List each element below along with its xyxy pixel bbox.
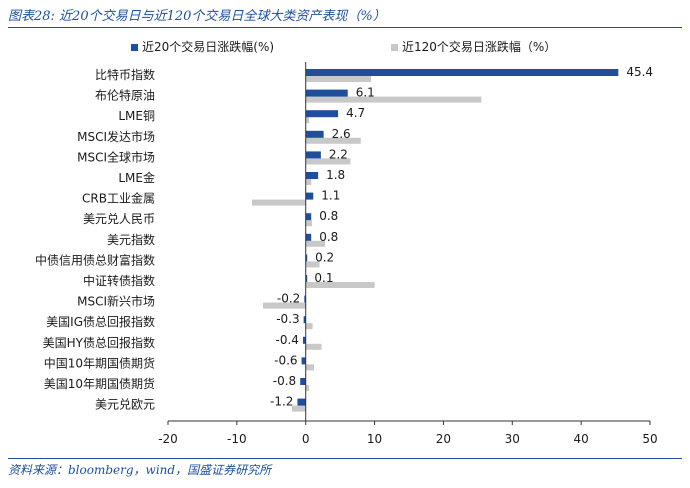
data-label: 0.8 — [319, 209, 338, 223]
category-label: MSCI全球市场 — [77, 149, 155, 164]
bar-series-2 — [305, 282, 375, 288]
bar-series-1 — [305, 254, 308, 262]
legend-label-series-1: 近20个交易日涨跌幅(%) — [142, 39, 274, 54]
bar-series-2 — [305, 220, 312, 227]
data-label: -0.2 — [277, 292, 300, 306]
x-tick-label: 30 — [505, 432, 520, 446]
data-label: 1.1 — [321, 189, 340, 203]
category-label: 美元兑人民币 — [83, 212, 155, 226]
x-tick-label: 0 — [302, 432, 310, 446]
data-label: -0.4 — [276, 333, 299, 347]
chart-title: 图表28: 近20个交易日与近120个交易日全球大类资产表现（%） — [8, 9, 386, 24]
source-note: 资料来源：bloomberg，wind，国盛证券研究所 — [8, 463, 272, 477]
data-label: 2.6 — [332, 127, 351, 141]
category-label: CRB工业金属 — [82, 191, 155, 206]
bar-series-1 — [305, 233, 312, 241]
data-label: 45.4 — [626, 65, 653, 79]
bar-series-1 — [305, 151, 321, 159]
data-label: -1.2 — [270, 395, 293, 409]
data-label: -0.6 — [274, 353, 297, 367]
data-label: -0.8 — [273, 374, 296, 388]
bar-series-1 — [304, 295, 306, 303]
x-tick-label: 50 — [642, 432, 657, 446]
data-label: 2.2 — [329, 147, 348, 161]
x-tick-label: 10 — [367, 432, 382, 446]
x-tick-label: 20 — [436, 432, 451, 446]
legend-swatch-series-1 — [131, 44, 138, 51]
bar-series-1 — [305, 172, 319, 179]
data-label: 0.2 — [315, 250, 334, 264]
category-label: 比特币指数 — [95, 67, 155, 82]
category-label: 美元指数 — [107, 232, 155, 247]
bar-series-2 — [305, 261, 320, 268]
data-label: 0.8 — [319, 230, 338, 244]
category-label: 布伦特原油 — [95, 88, 155, 103]
legend-swatch-series-2 — [391, 44, 398, 51]
bar-series-2 — [252, 199, 306, 206]
bar-series-1 — [305, 130, 324, 138]
bar-series-2 — [305, 323, 313, 330]
category-label: 美元兑欧元 — [95, 398, 155, 412]
bar-series-1 — [297, 398, 306, 406]
bar-series-1 — [301, 357, 306, 365]
title-rule — [8, 27, 682, 28]
category-label: LME铜 — [118, 108, 155, 123]
bar-series-2 — [305, 385, 310, 391]
bar-series-2 — [305, 137, 361, 144]
x-tick-label: -20 — [158, 432, 178, 446]
x-tick-label: 40 — [574, 432, 589, 446]
bar-series-2 — [305, 117, 310, 124]
category-label: 美国HY债总回报指数 — [43, 335, 155, 350]
category-label: MSCI发达市场 — [77, 129, 155, 144]
category-label: 中证转债指数 — [83, 273, 155, 288]
bar-series-2 — [291, 405, 306, 412]
category-label: LME金 — [118, 170, 155, 185]
category-label: MSCI新兴市场 — [77, 294, 155, 309]
bar-series-1 — [305, 213, 312, 221]
bar-series-1 — [300, 378, 306, 385]
data-label: -0.3 — [276, 312, 299, 326]
bar-series-1 — [305, 192, 314, 200]
bar-series-2 — [263, 302, 306, 309]
data-label: 0.1 — [314, 271, 333, 285]
category-label: 中国10年期国债期货 — [44, 355, 155, 370]
bar-series-2 — [305, 364, 314, 371]
data-label: 1.8 — [326, 168, 345, 182]
bar-series-2 — [305, 158, 351, 165]
bar-series-2 — [305, 240, 325, 247]
data-label: 6.1 — [356, 86, 375, 100]
legend-label-series-2: 近120个交易日涨跌幅（%） — [402, 39, 556, 54]
bar-series-1 — [302, 336, 306, 344]
source-rule — [8, 458, 682, 459]
bar-series-2 — [305, 96, 482, 103]
category-label: 中债信用债总财富指数 — [35, 252, 155, 267]
bar-series-1 — [303, 316, 306, 324]
data-label: 4.7 — [346, 106, 365, 120]
bar-series-2 — [305, 76, 372, 82]
bar-series-2 — [305, 343, 322, 350]
bar-series-1 — [305, 69, 619, 76]
x-tick-label: -10 — [227, 432, 247, 446]
bar-series-1 — [305, 275, 308, 282]
bar-series-1 — [305, 89, 348, 97]
bar-series-2 — [305, 179, 312, 185]
category-label: 美国IG债总回报指数 — [46, 314, 155, 329]
category-label: 美国10年期国债期货 — [44, 376, 155, 391]
bar-series-1 — [305, 110, 339, 118]
